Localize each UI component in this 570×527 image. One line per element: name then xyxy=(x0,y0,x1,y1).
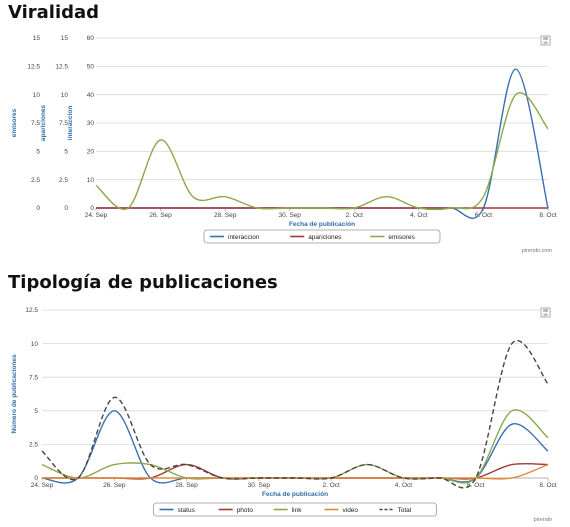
grid-lines xyxy=(96,37,548,209)
grid-lines xyxy=(42,309,548,479)
y-tick-label: 40 xyxy=(87,92,95,99)
export-icon-shutter[interactable] xyxy=(543,309,548,312)
x-axis-title: Fecha de publicación xyxy=(289,221,355,228)
y-axis-número-de-publicaciones: 0 2.5 5 7.5 10 12.5 Número de publicaciones xyxy=(11,307,38,482)
export-icon-label[interactable] xyxy=(543,41,548,45)
tipologia-chart: 0 2.5 5 7.5 10 12.5 Número de publicaciones 24.… xyxy=(11,307,557,523)
y-tick-label: 15 xyxy=(61,35,69,42)
series-line-emisores[interactable] xyxy=(95,91,549,211)
export-icon-frame[interactable] xyxy=(540,35,551,46)
x-tick-label: 6. Oct xyxy=(467,482,485,489)
y-tick-label: 50 xyxy=(87,64,95,71)
y-tick-label: 5 xyxy=(36,149,40,156)
y-tick-label: 30 xyxy=(87,120,95,127)
x-tick-label: 4. Oct xyxy=(410,212,428,219)
export-icon-shutter[interactable] xyxy=(543,37,548,40)
x-tick-label: 28. Sep xyxy=(175,482,198,489)
y-tick-label: 15 xyxy=(33,35,41,42)
y-axis-apariciones: 0 2.5 5 7.5 10 12.5 15 apariciones xyxy=(40,35,68,212)
credit-text: pirendo xyxy=(534,517,552,523)
y-tick-label: 0 xyxy=(36,205,40,212)
y-tick-label: 10 xyxy=(33,92,41,99)
y-tick-label: 10 xyxy=(31,341,39,348)
series-line-photo[interactable] xyxy=(42,462,549,480)
series-line-link[interactable] xyxy=(41,409,549,484)
tipologia-title: Tipología de publicaciones xyxy=(8,272,278,293)
x-tick-label: 26. Sep xyxy=(149,212,172,219)
x-tick-label: 8. Oct xyxy=(539,482,557,489)
y-axis-title: apariciones xyxy=(40,105,47,142)
y-tick-label: 10 xyxy=(61,92,69,99)
y-axis-title: Número de publicaciones xyxy=(11,354,18,433)
y-tick-label: 20 xyxy=(87,149,95,156)
legend-label-link: link xyxy=(292,507,303,514)
y-tick-label: 2.5 xyxy=(29,442,38,449)
y-tick-label: 0 xyxy=(90,205,94,212)
legend-label-photo: photo xyxy=(237,507,254,514)
x-axis: 24. Sep 26. Sep 28. Sep 30. Sep 2. Oct 4. Oct… xyxy=(85,208,557,228)
x-axis-title: Fecha de publicación xyxy=(262,491,328,498)
series-line-video[interactable] xyxy=(42,463,549,480)
y-axis-title: interaccion xyxy=(67,106,74,141)
export-icon[interactable] xyxy=(540,307,551,318)
y-tick-label: 10 xyxy=(87,177,95,184)
x-tick-label: 2. Oct xyxy=(346,212,364,219)
legend: status photo link video Total xyxy=(153,502,437,517)
x-tick-label: 30. Sep xyxy=(279,212,302,219)
y-tick-label: 5 xyxy=(64,149,68,156)
y-tick-label: 12.5 xyxy=(55,64,68,71)
y-tick-label: 12.5 xyxy=(27,64,40,71)
x-axis: 24. Sep 26. Sep 28. Sep 30. Sep 2. Oct 4. Oct… xyxy=(31,478,557,498)
x-tick-label: 26. Sep xyxy=(103,482,126,489)
y-tick-label: 7.5 xyxy=(59,120,68,127)
x-tick-label: 8. Oct xyxy=(539,212,557,219)
x-tick-label: 6. Oct xyxy=(475,212,493,219)
x-tick-label: 28. Sep xyxy=(214,212,237,219)
series-line-status[interactable] xyxy=(41,410,549,484)
y-axis-title: emisores xyxy=(11,108,18,137)
series-line-interaccion[interactable] xyxy=(96,68,549,219)
series-lines xyxy=(41,340,549,489)
credit-text: pirendo.com xyxy=(522,248,553,254)
x-tick-label: 4. Oct xyxy=(395,482,413,489)
y-tick-label: 7.5 xyxy=(29,374,38,381)
export-icon-frame[interactable] xyxy=(540,307,551,318)
series-line-total[interactable] xyxy=(41,340,549,489)
legend-label-emisores: emisores xyxy=(388,234,415,241)
legend-label-apariciones: apariciones xyxy=(308,234,342,241)
y-tick-label: 0 xyxy=(64,205,68,212)
y-tick-label: 5 xyxy=(34,408,38,415)
y-tick-label: 2.5 xyxy=(31,177,40,184)
legend-label-total: Total xyxy=(398,507,412,514)
x-tick-label: 24. Sep xyxy=(85,212,108,219)
legend-box xyxy=(153,502,437,517)
y-tick-label: 7.5 xyxy=(31,120,40,127)
legend-label-interaccion: interaccion xyxy=(228,234,260,241)
x-tick-label: 24. Sep xyxy=(31,482,54,489)
export-icon-label[interactable] xyxy=(543,313,548,317)
legend: interaccion apariciones emisores xyxy=(203,229,441,244)
x-tick-label: 30. Sep xyxy=(248,482,271,489)
y-tick-label: 2.5 xyxy=(59,177,68,184)
y-tick-label: 0 xyxy=(34,475,38,482)
series-lines xyxy=(95,68,549,219)
y-tick-label: 12.5 xyxy=(25,307,38,314)
viralidad-title: Viralidad xyxy=(8,2,100,23)
y-axis-emisores: 0 2.5 5 7.5 10 12.5 15 emisores xyxy=(11,35,40,212)
y-tick-label: 60 xyxy=(87,35,95,42)
legend-box xyxy=(203,229,441,244)
viralidad-chart: 0102030405060interaccion02.557.51012.515… xyxy=(11,35,557,254)
legend-label-status: status xyxy=(178,507,196,514)
legend-label-video: video xyxy=(343,507,359,514)
x-tick-label: 2. Oct xyxy=(322,482,340,489)
export-icon[interactable] xyxy=(540,35,551,46)
